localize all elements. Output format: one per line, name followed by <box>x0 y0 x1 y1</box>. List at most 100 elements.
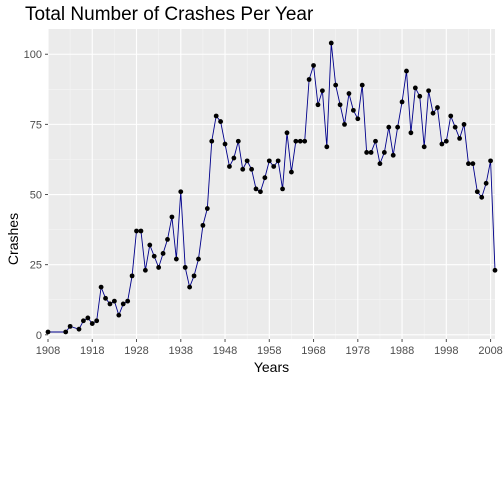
data-point <box>430 110 436 116</box>
data-point <box>466 161 471 167</box>
data-point <box>98 284 104 290</box>
data-point <box>156 265 162 270</box>
data-point <box>187 284 193 290</box>
y-axis-tick-labels: 0 25 50 75 100 <box>24 49 42 342</box>
data-point <box>488 158 493 164</box>
data-point <box>470 161 476 167</box>
x-tick-label: 1928 <box>124 345 148 357</box>
data-point <box>302 138 308 144</box>
data-point <box>81 318 86 324</box>
data-point <box>213 113 219 119</box>
data-point <box>116 312 122 318</box>
data-point <box>324 144 330 150</box>
x-tick-label: 1998 <box>434 345 458 357</box>
data-point <box>483 180 489 186</box>
data-point <box>443 138 449 144</box>
data-point <box>244 158 250 164</box>
data-point <box>266 158 272 164</box>
x-tick-label: 1958 <box>257 345 281 357</box>
plot-panel <box>48 29 495 339</box>
data-point <box>359 82 365 88</box>
data-point <box>125 298 131 304</box>
data-point <box>147 242 153 248</box>
x-tick-label: 1948 <box>213 345 237 357</box>
data-point <box>200 222 206 228</box>
data-point <box>381 150 387 155</box>
y-tick-label: 25 <box>30 260 42 272</box>
data-point <box>253 186 259 192</box>
data-point <box>346 91 352 96</box>
data-point <box>182 265 188 270</box>
data-point <box>297 138 303 144</box>
data-point <box>412 85 418 91</box>
data-point <box>373 138 378 144</box>
data-point <box>120 301 126 307</box>
data-point <box>408 130 414 136</box>
x-tick-label: 2008 <box>478 345 502 357</box>
y-tick-label: 50 <box>30 190 42 202</box>
series-crashes <box>45 40 498 335</box>
data-point <box>457 136 462 141</box>
data-point <box>218 119 224 124</box>
y-axis-title: Crashes <box>5 213 21 265</box>
data-point <box>439 141 445 147</box>
data-point <box>76 326 82 332</box>
data-point <box>395 124 401 130</box>
data-point <box>452 124 458 130</box>
data-point <box>368 150 374 155</box>
data-point <box>311 63 316 68</box>
data-point <box>160 251 166 256</box>
data-point <box>67 323 73 329</box>
data-point <box>399 99 405 105</box>
y-tick-label: 0 <box>36 330 42 342</box>
data-point <box>204 206 210 211</box>
data-point <box>377 161 383 167</box>
data-point <box>231 155 237 161</box>
data-point <box>85 315 91 321</box>
data-point <box>289 169 294 175</box>
data-point <box>169 214 175 220</box>
data-point <box>284 130 290 136</box>
data-point <box>461 121 467 127</box>
data-point <box>142 267 148 273</box>
axis-ticks <box>45 53 492 342</box>
data-point <box>262 175 268 181</box>
y-tick-label: 100 <box>24 49 42 61</box>
data-point <box>45 329 51 335</box>
x-tick-label: 1918 <box>80 345 104 357</box>
data-point <box>191 273 197 279</box>
data-point <box>151 253 157 259</box>
data-point <box>227 164 232 169</box>
x-tick-label: 1908 <box>36 345 60 357</box>
data-point <box>240 166 246 172</box>
data-point <box>235 138 241 144</box>
data-point <box>275 158 281 164</box>
x-axis-title: Years <box>254 359 289 375</box>
data-point <box>293 138 299 144</box>
data-point <box>129 273 135 279</box>
data-point <box>435 105 440 110</box>
data-point <box>222 141 228 147</box>
major-gridlines <box>47 29 495 339</box>
data-point <box>390 152 396 158</box>
data-point <box>328 40 334 46</box>
data-point <box>173 256 179 262</box>
data-point <box>426 88 432 94</box>
data-point <box>89 321 95 326</box>
data-point <box>107 301 113 307</box>
data-point <box>134 228 139 234</box>
data-point <box>111 298 117 304</box>
data-point <box>342 121 347 127</box>
data-point <box>319 88 325 94</box>
data-point <box>94 318 100 324</box>
data-point <box>364 150 370 155</box>
data-point <box>138 228 144 234</box>
data-point <box>315 102 321 108</box>
data-point <box>350 107 356 113</box>
data-point <box>209 138 215 144</box>
chart-title: Total Number of Crashes Per Year <box>25 4 314 25</box>
x-tick-label: 1938 <box>169 345 193 357</box>
data-point <box>333 82 339 88</box>
data-point <box>404 68 409 74</box>
